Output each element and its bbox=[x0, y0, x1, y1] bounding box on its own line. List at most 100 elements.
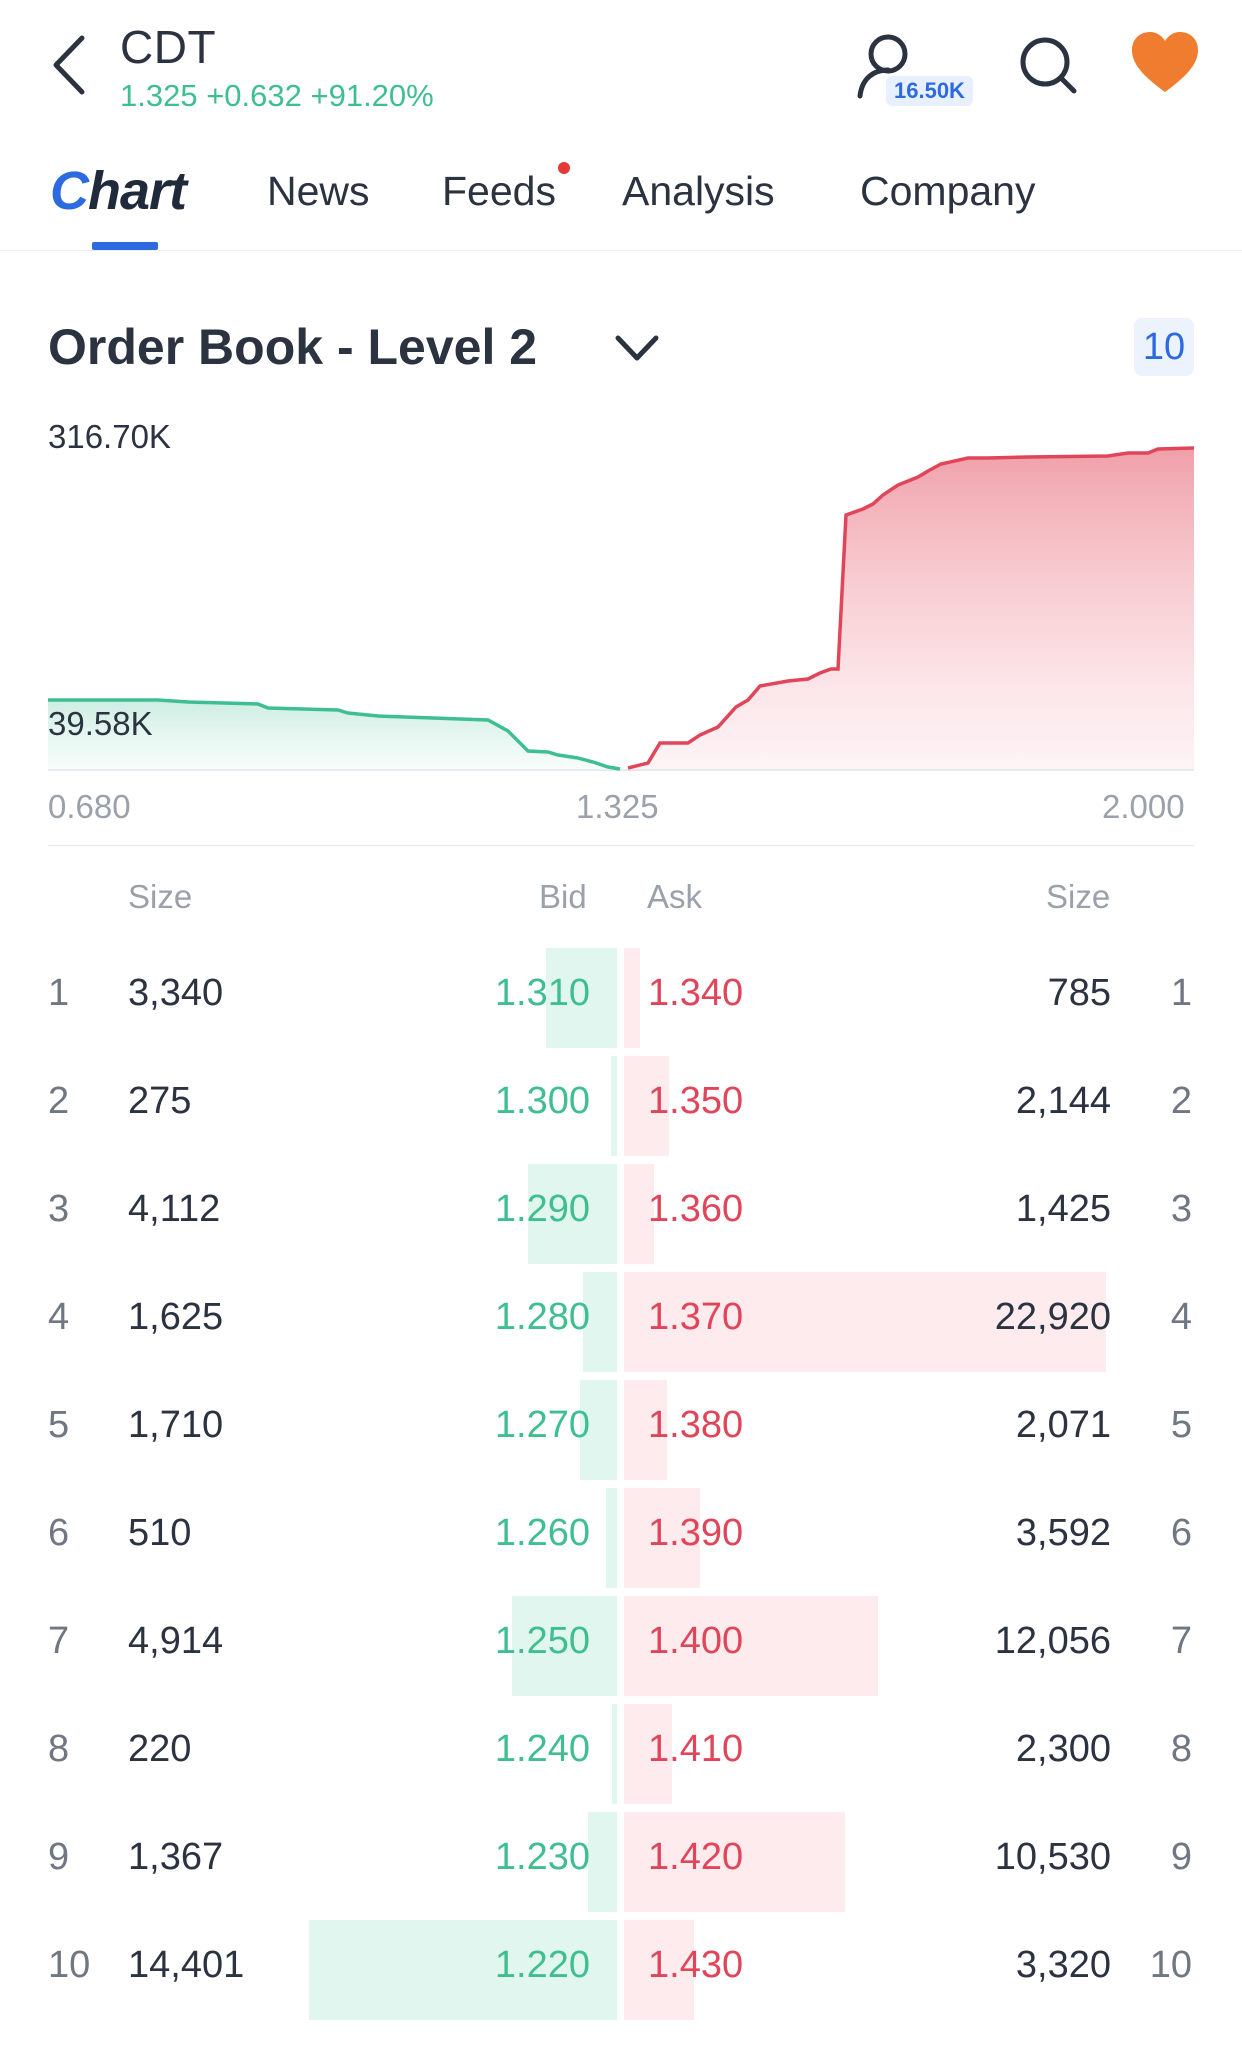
feeds-notification-dot bbox=[558, 162, 570, 174]
bid-size: 510 bbox=[128, 1512, 192, 1554]
tab-company[interactable]: Company bbox=[860, 168, 1036, 214]
chart-x-mid-label: 1.325 bbox=[576, 788, 659, 825]
order-book-row[interactable]: 2 275 1.300 1.350 2,144 2 bbox=[0, 1050, 1242, 1158]
bid-header: Bid bbox=[539, 878, 587, 915]
bid-volume-bar bbox=[580, 1380, 617, 1480]
tab-feeds[interactable]: Feeds bbox=[442, 168, 556, 214]
bid-price: 1.260 bbox=[494, 1512, 590, 1554]
follower-badge: 16.50K bbox=[886, 76, 973, 106]
bid-volume-bar bbox=[583, 1272, 617, 1372]
ask-level-index: 1 bbox=[1170, 972, 1192, 1014]
ask-price: 1.410 bbox=[648, 1728, 744, 1770]
depth-chart bbox=[48, 446, 1194, 771]
ask-level-index: 6 bbox=[1170, 1512, 1192, 1554]
divider bbox=[48, 845, 1194, 846]
ask-size: 2,300 bbox=[1015, 1728, 1111, 1770]
ask-size: 2,071 bbox=[1015, 1404, 1111, 1446]
bid-level-index: 4 bbox=[48, 1296, 70, 1338]
bid-size: 1,625 bbox=[128, 1296, 224, 1338]
ask-volume-bar bbox=[624, 1596, 878, 1696]
order-book-row[interactable]: 7 4,914 1.250 1.400 12,056 7 bbox=[0, 1590, 1242, 1698]
ask-size: 1,425 bbox=[1015, 1188, 1111, 1230]
bid-level-index: 6 bbox=[48, 1512, 70, 1554]
active-tab-indicator bbox=[92, 242, 158, 250]
ask-size: 10,530 bbox=[994, 1836, 1111, 1878]
order-book-row[interactable]: 4 1,625 1.280 1.370 22,920 4 bbox=[0, 1266, 1242, 1374]
order-book-title: Order Book - Level 2 bbox=[48, 319, 538, 375]
ask-price: 1.390 bbox=[648, 1512, 744, 1554]
bid-size: 1,710 bbox=[128, 1404, 224, 1446]
ask-volume-bar bbox=[624, 1272, 1106, 1372]
ask-size: 22,920 bbox=[994, 1296, 1111, 1338]
ask-volume-bar bbox=[624, 1920, 694, 2020]
levels-button[interactable]: 10 bbox=[1134, 318, 1194, 376]
ask-level-index: 4 bbox=[1170, 1296, 1192, 1338]
bid-size: 4,914 bbox=[128, 1620, 224, 1662]
ask-price: 1.370 bbox=[648, 1296, 744, 1338]
tab-analysis[interactable]: Analysis bbox=[622, 168, 775, 214]
bid-volume-bar bbox=[512, 1596, 617, 1696]
bid-size: 14,401 bbox=[128, 1944, 245, 1986]
ask-price: 1.380 bbox=[648, 1404, 744, 1446]
bid-level-index: 9 bbox=[48, 1836, 70, 1878]
bid-price: 1.250 bbox=[494, 1620, 590, 1662]
tab-chart[interactable]: Chart bbox=[50, 161, 187, 221]
bid-price: 1.310 bbox=[494, 972, 590, 1014]
bid-volume-bar bbox=[527, 1164, 617, 1264]
ask-price: 1.350 bbox=[648, 1080, 744, 1122]
ask-size: 12,056 bbox=[994, 1620, 1111, 1662]
bid-level-index: 3 bbox=[48, 1188, 70, 1230]
bid-price: 1.280 bbox=[494, 1296, 590, 1338]
bid-size-header: Size bbox=[128, 878, 193, 915]
ask-level-index: 2 bbox=[1170, 1080, 1192, 1122]
bid-price: 1.230 bbox=[494, 1836, 590, 1878]
bid-size: 1,367 bbox=[128, 1836, 224, 1878]
heart-icon[interactable] bbox=[1130, 30, 1200, 101]
order-book-row[interactable]: 9 1,367 1.230 1.420 10,530 9 bbox=[0, 1806, 1242, 1914]
ask-price: 1.420 bbox=[648, 1836, 744, 1878]
ask-volume-bar bbox=[624, 1812, 846, 1912]
bid-level-index: 5 bbox=[48, 1404, 70, 1446]
price-quote: 1.325 +0.632 +91.20% bbox=[120, 78, 434, 113]
order-book-row[interactable]: 5 1,710 1.270 1.380 2,071 5 bbox=[0, 1374, 1242, 1482]
bid-volume-bar bbox=[309, 1920, 617, 2020]
ask-level-index: 7 bbox=[1170, 1620, 1192, 1662]
tab-chart-label-rest: hart bbox=[88, 161, 187, 221]
ask-volume-bar bbox=[624, 948, 641, 1048]
ask-price: 1.400 bbox=[648, 1620, 744, 1662]
bid-depth-area bbox=[48, 700, 620, 770]
bid-price: 1.270 bbox=[494, 1404, 590, 1446]
chart-x-max-label: 2.000 bbox=[1102, 788, 1185, 825]
header: CDT 1.325 +0.632 +91.20% 16.50K bbox=[0, 0, 1242, 130]
chart-x-min-label: 0.680 bbox=[48, 788, 131, 825]
tab-bar: Chart News Feeds Analysis Company bbox=[0, 150, 1242, 251]
ask-price: 1.430 bbox=[648, 1944, 744, 1986]
bid-price: 1.240 bbox=[494, 1728, 590, 1770]
bid-volume-bar bbox=[587, 1812, 617, 1912]
ask-depth-area bbox=[628, 448, 1194, 770]
bid-level-index: 10 bbox=[48, 1944, 91, 1986]
back-arrow-icon[interactable] bbox=[44, 30, 94, 100]
bid-level-index: 8 bbox=[48, 1728, 70, 1770]
order-book-row[interactable]: 1 3,340 1.310 1.340 785 1 bbox=[0, 942, 1242, 1050]
ask-volume-bar bbox=[624, 1164, 654, 1264]
tab-news[interactable]: News bbox=[267, 168, 370, 214]
ask-price: 1.360 bbox=[648, 1188, 744, 1230]
order-book-row[interactable]: 6 510 1.260 1.390 3,592 6 bbox=[0, 1482, 1242, 1590]
bid-volume-bar bbox=[611, 1056, 617, 1156]
ticker-symbol: CDT bbox=[120, 21, 217, 73]
ask-level-index: 9 bbox=[1170, 1836, 1192, 1878]
order-book-row[interactable]: 10 14,401 1.220 1.430 3,320 10 bbox=[0, 1914, 1242, 2022]
ask-size: 3,320 bbox=[1015, 1944, 1111, 1986]
bid-level-index: 1 bbox=[48, 972, 70, 1014]
search-icon[interactable] bbox=[1014, 30, 1084, 105]
bid-size: 4,112 bbox=[128, 1188, 221, 1230]
bid-price: 1.290 bbox=[494, 1188, 590, 1230]
ask-level-index: 8 bbox=[1170, 1728, 1192, 1770]
chevron-down-icon[interactable] bbox=[612, 330, 662, 371]
order-book-row[interactable]: 3 4,112 1.290 1.360 1,425 3 bbox=[0, 1158, 1242, 1266]
bid-level-index: 7 bbox=[48, 1620, 70, 1662]
user-icon[interactable] bbox=[852, 30, 922, 105]
order-book-row[interactable]: 8 220 1.240 1.410 2,300 8 bbox=[0, 1698, 1242, 1806]
ask-size: 3,592 bbox=[1015, 1512, 1111, 1554]
